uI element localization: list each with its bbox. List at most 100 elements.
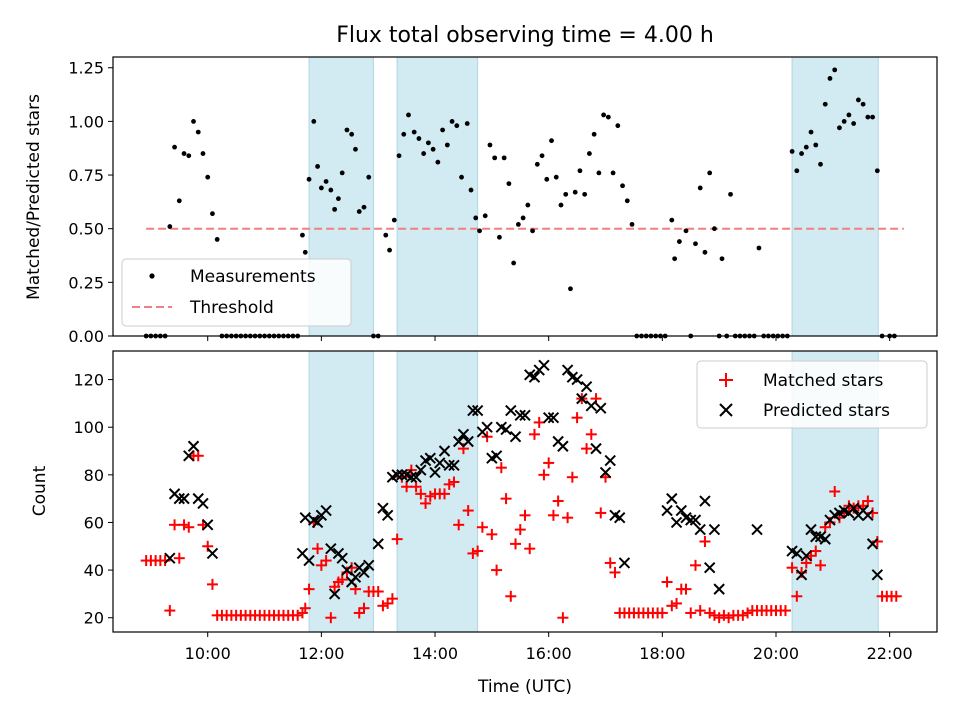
- predicted-point: [675, 504, 687, 517]
- measurement-point: [808, 129, 814, 135]
- matched-point: [538, 469, 550, 481]
- legend-matched-marker: [719, 373, 733, 387]
- measurement-point: [582, 191, 588, 197]
- predicted-point: [311, 516, 324, 529]
- predicted-point: [571, 373, 583, 386]
- matched-point: [173, 552, 185, 564]
- predicted-point: [580, 381, 593, 393]
- matched-point: [292, 609, 304, 621]
- measurement-point: [210, 211, 215, 217]
- matched-point: [391, 533, 403, 545]
- measurement-point: [411, 129, 417, 135]
- matched-point: [694, 605, 706, 617]
- predicted-point: [363, 559, 375, 572]
- matched-point: [685, 607, 697, 619]
- matched-point: [671, 597, 683, 609]
- matched-point: [581, 443, 593, 455]
- predicted-point: [381, 509, 394, 522]
- measurement-point: [672, 256, 678, 262]
- matched-point: [382, 597, 394, 609]
- measurement-point: [601, 112, 607, 118]
- measurement-point: [515, 222, 521, 227]
- count-legend-box: [696, 360, 928, 429]
- measurement-point: [683, 228, 689, 234]
- measurement-point: [339, 170, 345, 176]
- matched-point: [699, 536, 711, 548]
- count-panel: 20 40 60 80 100 120 10:00 12:00 14:00 16:00 18:00…: [30, 350, 938, 697]
- measurement-point: [191, 118, 196, 124]
- measurement-point: [813, 142, 819, 148]
- measurement-point: [534, 161, 540, 167]
- measurement-point: [200, 151, 206, 156]
- matched-point: [528, 428, 540, 440]
- measurement-point: [468, 187, 474, 193]
- matched-point: [680, 583, 692, 595]
- predicted-point: [751, 523, 763, 536]
- matched-point: [689, 559, 701, 571]
- matched-point: [472, 545, 484, 557]
- measurement-point: [336, 196, 341, 202]
- predicted-point: [164, 552, 176, 564]
- predicted-point: [685, 514, 697, 526]
- matched-point: [410, 481, 422, 493]
- predicted-point: [509, 431, 522, 443]
- y-tick-label: 0.75: [68, 166, 104, 185]
- predicted-point: [448, 459, 460, 472]
- measurement-point: [587, 151, 592, 156]
- matched-point: [524, 543, 536, 555]
- figure-title: Flux total observing time = 4.00 h: [336, 23, 714, 48]
- count-panel-frame: [112, 350, 938, 633]
- predicted-point: [358, 566, 370, 579]
- measurement-point: [172, 144, 177, 150]
- predicted-point: [713, 583, 725, 595]
- predicted-point: [471, 404, 484, 417]
- measurement-point: [181, 151, 187, 156]
- predicted-point: [791, 547, 803, 560]
- measurement-point: [167, 224, 173, 229]
- matched-point: [566, 471, 578, 483]
- matched-point: [585, 428, 597, 440]
- ratio-y-ticks: 0.00 0.25 0.50 0.75 1.00 1.25: [68, 59, 113, 346]
- predicted-point: [694, 523, 706, 536]
- measurement-point: [799, 151, 804, 156]
- measurement-point: [353, 146, 358, 152]
- measurement-point: [591, 131, 597, 137]
- count-y-ticks: 20 40 60 80 100 120: [73, 371, 113, 628]
- measurement-point: [501, 155, 507, 161]
- measurement-point: [697, 185, 703, 191]
- predicted-point: [528, 371, 541, 383]
- measurement-point: [473, 215, 479, 221]
- predicted-point: [349, 571, 362, 583]
- measurement-point: [416, 136, 422, 141]
- y-tick-label: 0.00: [68, 327, 104, 346]
- matched-point: [510, 538, 522, 550]
- matched-point: [708, 609, 720, 621]
- measurement-point: [620, 183, 625, 189]
- predicted-point: [328, 588, 341, 600]
- matched-point: [815, 559, 827, 571]
- ratio-panel: 0.00 0.25 0.50 0.75 1.00 1.25 Matched/Predict…: [24, 56, 938, 346]
- predicted-point: [708, 523, 721, 536]
- y-tick-label: 40: [84, 561, 104, 580]
- measurement-point: [520, 215, 526, 221]
- matched-point: [467, 547, 479, 559]
- measurement-point: [302, 249, 308, 255]
- predicted-point: [457, 428, 470, 441]
- measurement-point: [300, 232, 305, 238]
- measurement-point: [315, 164, 320, 169]
- matched-point: [661, 576, 673, 588]
- measurement-point: [837, 125, 842, 131]
- legend-measurements-label: Measurements: [190, 267, 316, 287]
- measurement-point: [865, 114, 871, 120]
- x-tick-label: 16:00: [526, 644, 572, 663]
- matched-point: [810, 545, 822, 557]
- predicted-point: [703, 561, 716, 574]
- measurement-point: [477, 228, 482, 234]
- measurement-point: [539, 153, 545, 159]
- measurement-point: [387, 247, 392, 253]
- matched-point: [312, 543, 324, 555]
- measurement-point: [425, 140, 431, 146]
- matched-point: [547, 509, 559, 521]
- measurement-point: [311, 118, 317, 124]
